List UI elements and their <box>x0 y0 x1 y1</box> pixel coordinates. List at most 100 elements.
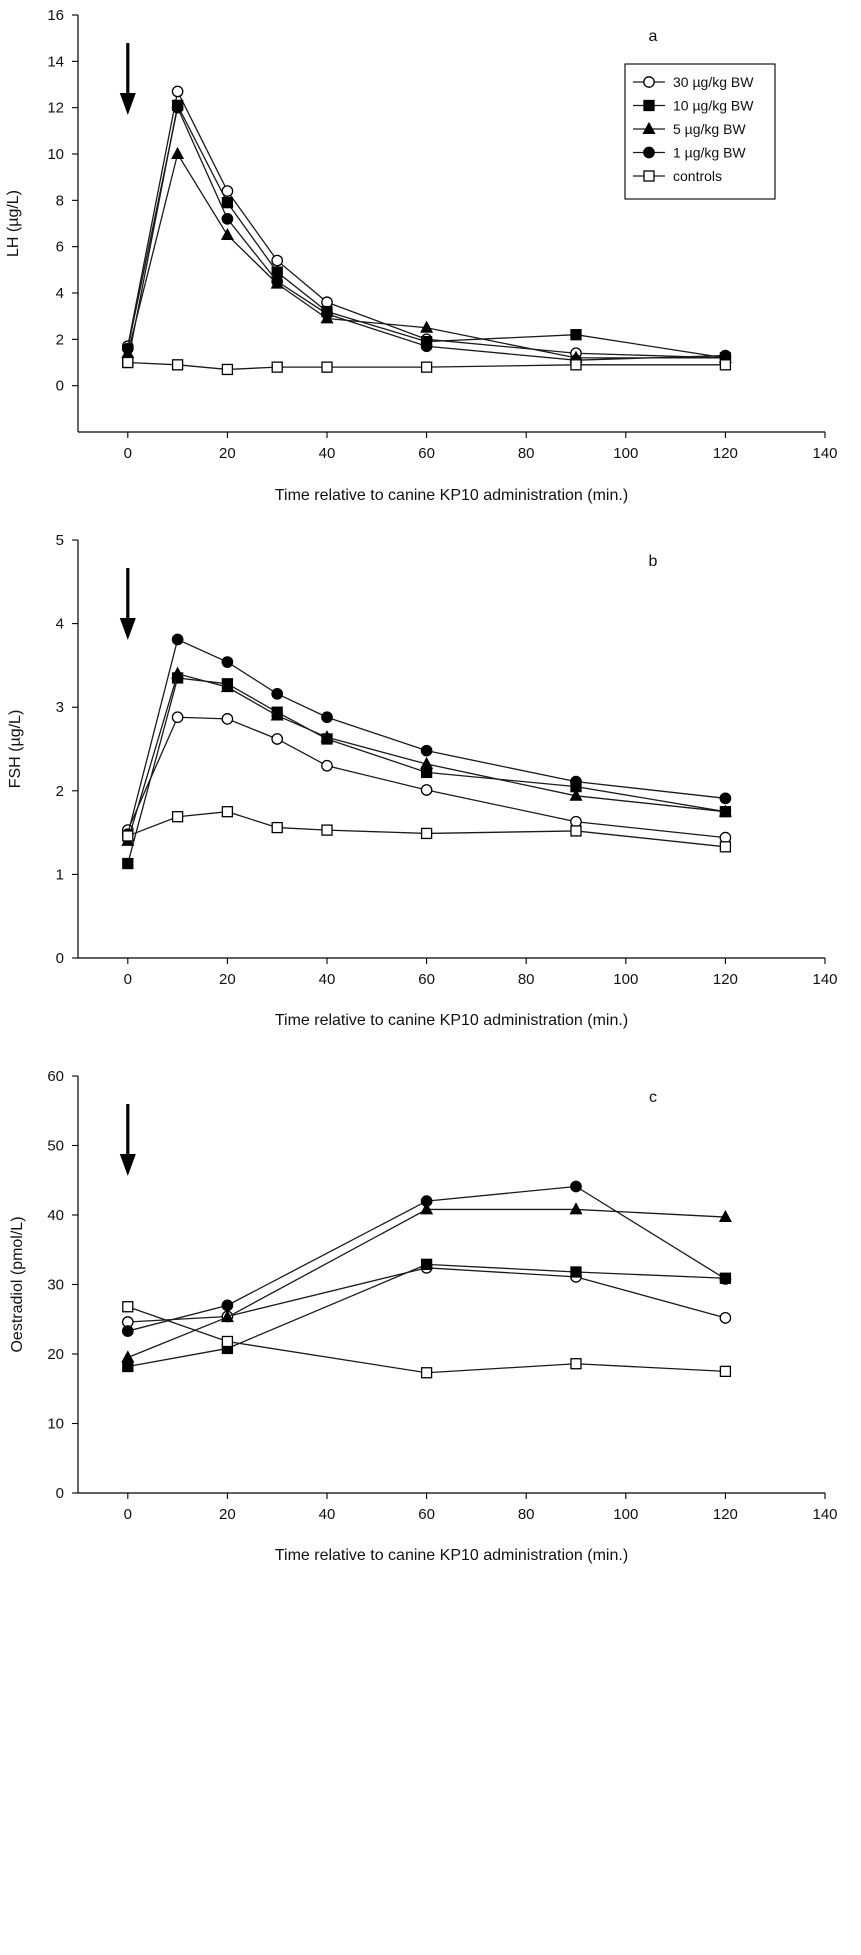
y-tick-label: 14 <box>47 53 64 70</box>
data-point <box>570 1266 582 1278</box>
x-tick-label: 40 <box>319 445 336 462</box>
series-line <box>127 638 726 835</box>
data-point <box>570 1358 582 1370</box>
data-point <box>171 711 184 724</box>
x-tick-label: 120 <box>713 971 738 988</box>
data-point <box>719 1312 732 1324</box>
y-axis-title: FSH (µg/L) <box>7 710 24 789</box>
y-axis-title: LH (µg/L) <box>5 190 22 257</box>
series-line <box>127 152 726 359</box>
y-tick-label: 5 <box>56 532 64 549</box>
data-point <box>420 340 433 353</box>
data-point <box>570 329 582 341</box>
series-4 <box>122 1301 732 1379</box>
series-line <box>127 103 726 363</box>
legend-label: 10 µg/kg BW <box>673 98 754 114</box>
legend-item: 30 µg/kg BW <box>633 74 754 90</box>
y-tick-label: 0 <box>56 950 64 967</box>
x-tick-label: 0 <box>124 971 132 988</box>
data-point <box>321 307 333 320</box>
series-4 <box>122 356 732 376</box>
y-tick-label: 0 <box>56 378 64 395</box>
x-tick-label: 20 <box>219 445 236 462</box>
series-line <box>127 1208 726 1359</box>
data-point <box>171 359 184 371</box>
x-tick-label: 40 <box>319 971 336 988</box>
legend-marker <box>643 76 655 88</box>
x-tick-label: 80 <box>518 1506 535 1523</box>
legend-marker <box>643 99 655 112</box>
y-tick-label: 4 <box>56 616 64 633</box>
data-point <box>171 666 185 679</box>
data-point <box>221 1299 234 1312</box>
data-point <box>719 841 732 853</box>
legend-item: 5 µg/kg BW <box>633 121 746 137</box>
data-point <box>271 687 284 700</box>
legend-marker <box>642 121 656 134</box>
data-point <box>420 827 433 840</box>
data-point <box>321 711 333 724</box>
x-tick-label: 120 <box>713 445 738 462</box>
data-point <box>221 363 234 376</box>
data-point <box>569 788 583 801</box>
x-tick-label: 100 <box>613 445 638 462</box>
data-point <box>171 146 185 159</box>
x-tick-label: 60 <box>418 445 435 462</box>
data-point <box>719 792 732 805</box>
legend-item: controls <box>633 168 722 184</box>
legend: 30 µg/kg BW 10 µg/kg BW 5 µg/kg BW 1 µg/kg … <box>624 63 776 200</box>
x-axis-title: Time relative to canine KP10 administrat… <box>275 487 628 504</box>
y-tick-label: 2 <box>56 783 64 800</box>
data-point <box>221 196 234 209</box>
y-tick-label: 20 <box>47 1346 64 1363</box>
data-point <box>719 1365 732 1378</box>
data-point <box>719 359 732 371</box>
data-point <box>271 821 283 834</box>
data-point <box>122 830 134 842</box>
data-point <box>122 857 134 870</box>
data-point <box>718 804 732 817</box>
y-tick-label: 60 <box>47 1068 64 1085</box>
legend-label: 1 µg/kg BW <box>673 145 746 161</box>
y-tick-label: 50 <box>47 1138 64 1155</box>
data-point <box>221 713 234 725</box>
x-tick-label: 0 <box>124 445 132 462</box>
data-point <box>271 733 284 745</box>
x-tick-label: 140 <box>812 1506 837 1523</box>
data-point <box>420 784 433 796</box>
chart-panel-c: 0 10 20 30 40 50 60 0 20 40 60 80 100 120 140 Time rela… <box>9 1068 838 1564</box>
data-point <box>122 356 134 369</box>
series-2 <box>121 666 732 846</box>
series-line <box>127 672 726 842</box>
data-point <box>122 1301 134 1313</box>
series-4 <box>122 806 732 853</box>
data-point <box>221 656 234 668</box>
data-point <box>719 1273 732 1285</box>
chart-panel-a: 0 2 4 6 8 10 12 14 16 0 20 40 60 80 100 120 140 Time rela… <box>5 7 838 504</box>
x-tick-label: 140 <box>812 445 837 462</box>
y-tick-label: 1 <box>56 866 64 883</box>
series-3 <box>121 1180 732 1337</box>
x-tick-label: 0 <box>124 1506 132 1523</box>
x-tick-label: 120 <box>713 1506 738 1523</box>
data-point <box>320 730 334 743</box>
data-point <box>271 254 284 267</box>
series-1 <box>122 672 732 870</box>
data-point <box>121 342 134 355</box>
data-point <box>569 1202 583 1215</box>
series-2 <box>121 1202 732 1363</box>
data-point <box>221 806 234 818</box>
panel-label: a <box>649 28 658 45</box>
panel-label: c <box>649 1089 657 1106</box>
legend-label: controls <box>673 168 722 184</box>
data-point <box>570 775 582 788</box>
x-tick-label: 100 <box>613 1506 638 1523</box>
series-line <box>127 1267 726 1323</box>
chart-panel-b: 0 1 2 3 4 5 0 20 40 60 80 100 120 140 Time relative to… <box>7 532 838 1029</box>
data-point <box>420 361 433 373</box>
data-point <box>220 1310 234 1323</box>
data-point <box>271 361 283 373</box>
y-tick-label: 3 <box>56 699 64 716</box>
data-point <box>220 227 234 241</box>
y-tick-label: 16 <box>47 7 64 24</box>
